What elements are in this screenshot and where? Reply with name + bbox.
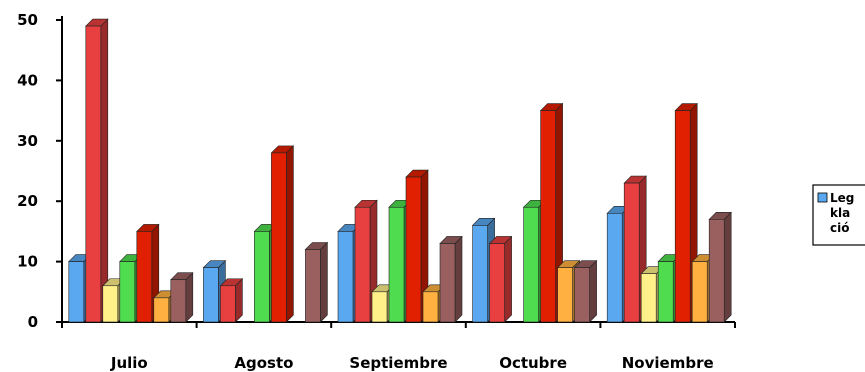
bar-front <box>674 110 691 323</box>
bar <box>488 235 513 323</box>
bar <box>708 211 732 323</box>
bar-front <box>371 291 388 323</box>
bar <box>573 259 598 323</box>
y-tick-label: 20 <box>17 192 38 210</box>
bar-front <box>305 249 321 323</box>
legend-swatch <box>817 192 828 203</box>
bar-front <box>254 231 270 323</box>
bar-front <box>405 176 422 323</box>
bar-front <box>354 206 371 323</box>
x-tick-label: Noviembre <box>622 354 714 372</box>
bar-front <box>557 267 573 323</box>
legend-label: Leg <box>830 191 854 205</box>
bar-front <box>119 261 136 323</box>
bar <box>219 278 244 323</box>
bar-side <box>320 241 328 323</box>
bar-front <box>102 285 119 323</box>
bar-front <box>220 285 236 323</box>
y-tick-label: 50 <box>17 11 38 29</box>
bar <box>439 235 463 323</box>
bar-front <box>691 261 708 323</box>
bar-front <box>708 219 725 323</box>
bar-front <box>422 291 439 323</box>
bar <box>85 18 109 323</box>
y-tick-label: 0 <box>28 313 38 331</box>
bar-side <box>589 259 597 323</box>
bar <box>270 145 295 323</box>
bar-front <box>203 267 219 323</box>
bar-front <box>640 273 657 323</box>
y-tick-label: 40 <box>17 71 38 89</box>
bar-side <box>504 235 512 323</box>
bar-front <box>439 243 456 323</box>
bar-front <box>472 225 488 323</box>
bar-side <box>100 18 109 323</box>
legend-label: ció <box>830 221 849 235</box>
bar-front <box>68 261 85 323</box>
bar <box>674 102 698 323</box>
bar-front <box>337 231 354 323</box>
bar-side <box>185 271 194 323</box>
bar-side <box>286 145 294 323</box>
bar-front <box>574 267 590 323</box>
labels: 0 10 20 30 40 50 Julio Agosto Septiembre Octubre N… <box>17 11 714 372</box>
bar-front <box>136 231 153 323</box>
bars <box>68 18 732 323</box>
x-tick-label: Julio <box>110 354 148 372</box>
bar <box>405 169 429 323</box>
bar-side <box>454 235 463 323</box>
bar-front <box>489 243 505 323</box>
bar-front <box>153 297 170 323</box>
bar-front <box>388 206 405 323</box>
x-tick-label: Septiembre <box>349 354 447 372</box>
bar <box>304 241 329 323</box>
bar-front <box>540 110 556 323</box>
legend-label: kla <box>830 206 850 220</box>
y-tick-label: 10 <box>17 253 38 271</box>
bar-side <box>235 278 243 323</box>
y-tick-label: 30 <box>17 132 38 150</box>
bar-side <box>723 211 732 323</box>
bar-front <box>623 182 640 323</box>
bar-front <box>85 25 102 323</box>
bar-front <box>606 212 623 323</box>
bar <box>170 271 194 323</box>
x-tick-label: Octubre <box>499 354 567 372</box>
bar-front <box>271 152 287 323</box>
bar-front <box>523 206 539 323</box>
bar-front <box>657 261 674 323</box>
x-tick-label: Agosto <box>234 354 293 372</box>
bar-front <box>170 279 187 323</box>
